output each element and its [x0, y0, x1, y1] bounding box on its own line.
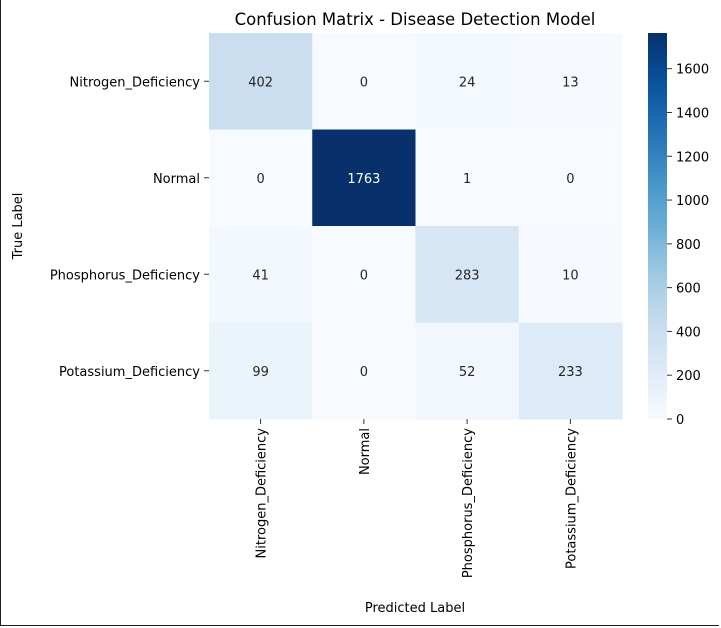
cell-value-label: 283 [455, 268, 480, 283]
x-axis-ticks: Nitrogen_Deficiency Normal Phosphorus_Defi… [255, 419, 579, 578]
y-tick-label: Nitrogen_Deficiency [70, 75, 201, 90]
heatmap-cell [415, 129, 520, 227]
heatmap-cell [415, 322, 520, 420]
colorbar-tick-label: 1000 [676, 194, 709, 209]
x-tick-label: Normal [358, 428, 373, 475]
colorbar-tick-label: 200 [676, 369, 701, 384]
cell-value-label: 10 [562, 268, 579, 283]
colorbar [648, 33, 667, 419]
cell-value-label: 0 [360, 365, 368, 380]
heatmap-cell [312, 33, 416, 130]
colorbar-ticks: 0 200 400 600 800 1000 1200 1400 1600 [667, 63, 709, 428]
colorbar-tick-label: 400 [676, 325, 701, 340]
cell-value-label: 24 [459, 75, 476, 90]
y-tick-label: Potassium_Deficiency [59, 365, 200, 380]
x-tick-label: Nitrogen_Deficiency [255, 428, 270, 559]
x-tick-label: Potassium_Deficiency [564, 428, 579, 569]
heatmap-cell [209, 129, 313, 227]
heatmap-cell [415, 226, 520, 323]
cell-value-label: 41 [252, 268, 269, 283]
cell-value-label: 0 [256, 172, 264, 187]
y-axis-ticks: Nitrogen_Deficiency Normal Phosphorus_Defi… [50, 75, 209, 380]
cell-value-label: 402 [248, 75, 273, 90]
heatmap-cell [209, 226, 313, 323]
cell-value-label: 99 [252, 365, 269, 380]
colorbar-tick-label: 800 [676, 238, 701, 253]
heatmap-cell [312, 129, 416, 227]
cell-value-label: 1763 [347, 172, 380, 187]
cell-value-label: 13 [562, 75, 579, 90]
colorbar-tick-label: 1200 [676, 150, 709, 165]
y-tick-label: Normal [153, 172, 200, 187]
cell-value-label: 1 [463, 172, 471, 187]
heatmap-cell [312, 322, 416, 420]
cell-value-label: 0 [566, 172, 574, 187]
heatmap-cells [209, 33, 623, 420]
heatmap-cell [518, 322, 623, 420]
y-axis-label: True Label [11, 193, 26, 261]
cell-value-label: 52 [459, 365, 476, 380]
heatmap-cell [518, 129, 623, 227]
cell-value-label: 0 [360, 268, 368, 283]
heatmap-cell [312, 226, 416, 323]
heatmap-cell [209, 322, 313, 420]
x-tick-label: Phosphorus_Deficiency [461, 428, 476, 578]
heatmap-cell [518, 226, 623, 323]
colorbar-tick-label: 0 [676, 413, 684, 428]
colorbar-tick-label: 600 [676, 282, 701, 297]
colorbar-tick-label: 1400 [676, 106, 709, 121]
heatmap-cell [415, 33, 520, 130]
cell-value-label: 0 [360, 75, 368, 90]
y-tick-label: Phosphorus_Deficiency [50, 268, 200, 283]
heatmap-cell [518, 33, 623, 130]
heatmap-cell [209, 33, 313, 130]
cell-value-label: 233 [558, 365, 583, 380]
chart-title: Confusion Matrix - Disease Detection Mod… [235, 10, 596, 29]
colorbar-tick-label: 1600 [676, 63, 709, 78]
x-axis-label: Predicted Label [365, 601, 465, 616]
